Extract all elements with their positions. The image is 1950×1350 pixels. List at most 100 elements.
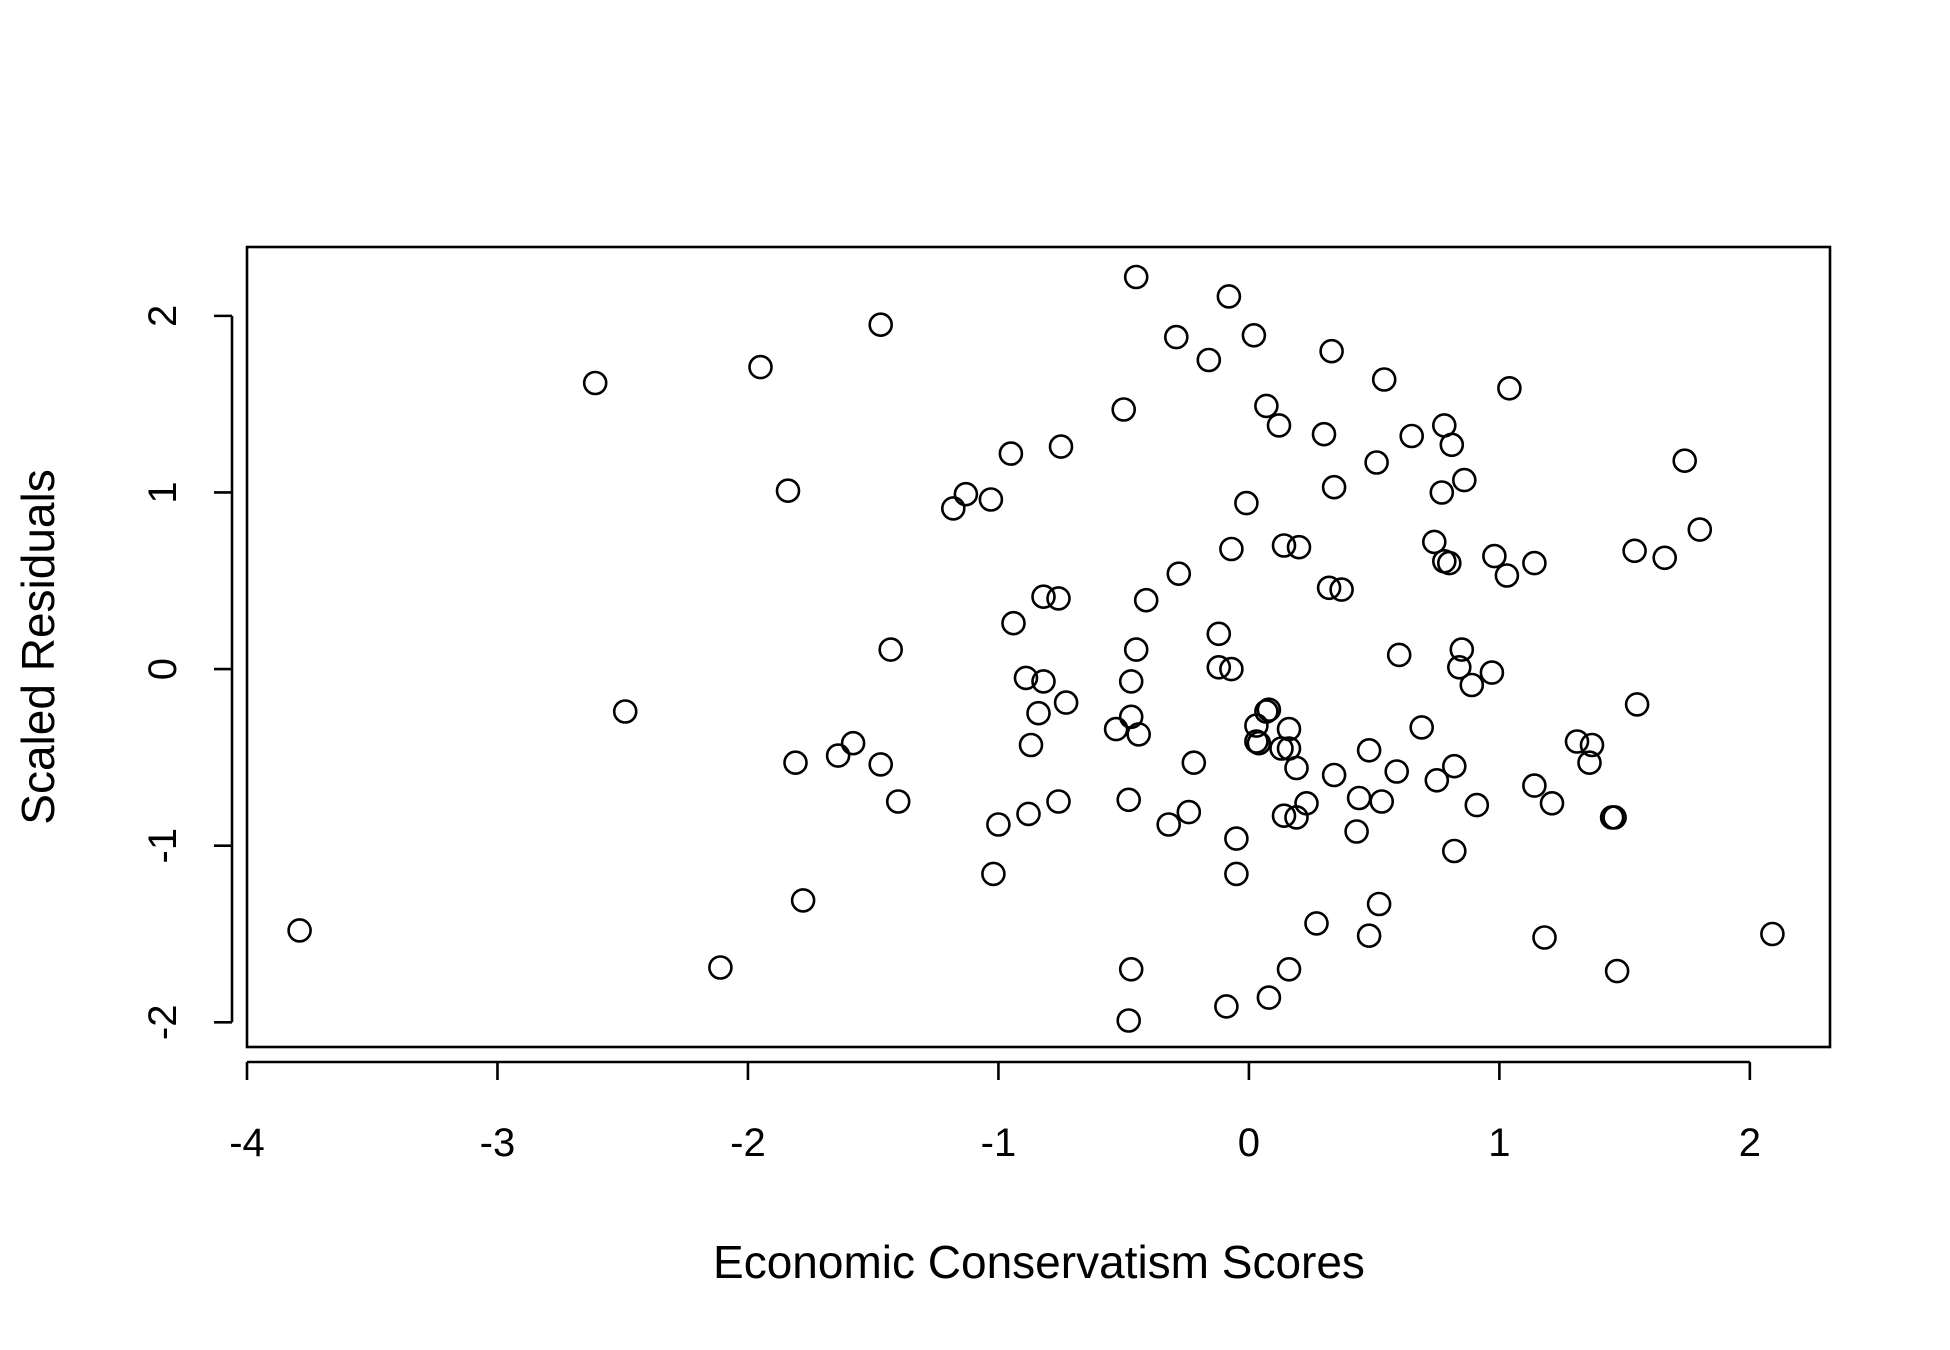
data-point-123 bbox=[1622, 538, 1647, 564]
data-point-43 bbox=[1164, 324, 1189, 350]
data-point-60 bbox=[1246, 730, 1272, 756]
data-point-78 bbox=[1316, 575, 1342, 601]
data-point-85 bbox=[1356, 737, 1382, 763]
data-point-102 bbox=[1442, 753, 1467, 779]
data-point-27 bbox=[1046, 586, 1071, 611]
data-point-21 bbox=[1013, 665, 1039, 691]
x-tick-label-2: -2 bbox=[730, 1121, 766, 1165]
data-point-96 bbox=[1424, 767, 1450, 793]
data-point-64 bbox=[1256, 985, 1282, 1010]
x-tick-label-4: 0 bbox=[1238, 1121, 1260, 1165]
x-axis-title: Economic Conservatism Scores bbox=[713, 1236, 1365, 1288]
data-point-77 bbox=[1311, 421, 1337, 447]
data-point-56 bbox=[1234, 490, 1259, 516]
data-point-79 bbox=[1319, 338, 1344, 364]
data-point-90 bbox=[1371, 367, 1397, 392]
data-point-38 bbox=[1123, 264, 1149, 290]
data-point-68 bbox=[1271, 803, 1297, 829]
data-point-25 bbox=[1031, 584, 1056, 610]
y-tick-label-4: 2 bbox=[141, 305, 185, 327]
data-point-24 bbox=[1026, 700, 1051, 726]
data-point-42 bbox=[1156, 812, 1181, 837]
x-tick-label-3: -1 bbox=[981, 1121, 1017, 1165]
data-point-86 bbox=[1356, 923, 1382, 949]
data-point-33 bbox=[1116, 787, 1141, 813]
data-point-124 bbox=[1624, 692, 1650, 717]
data-point-41 bbox=[1133, 587, 1159, 613]
x-tick-label-5: 1 bbox=[1488, 1121, 1510, 1165]
data-point-14 bbox=[940, 496, 966, 521]
data-point-113 bbox=[1522, 773, 1547, 798]
data-point-7 bbox=[790, 888, 816, 913]
data-point-93 bbox=[1399, 423, 1424, 449]
x-tick-label-1: -3 bbox=[480, 1121, 516, 1165]
data-point-9 bbox=[840, 730, 866, 756]
data-point-100 bbox=[1437, 550, 1462, 576]
data-point-59 bbox=[1244, 729, 1269, 754]
data-point-44 bbox=[1166, 561, 1192, 587]
data-point-30 bbox=[1053, 690, 1079, 715]
data-point-111 bbox=[1494, 563, 1520, 588]
data-point-118 bbox=[1577, 750, 1602, 776]
data-point-48 bbox=[1206, 621, 1232, 647]
data-point-119 bbox=[1579, 732, 1605, 758]
data-point-0 bbox=[287, 918, 312, 943]
data-point-11 bbox=[868, 752, 894, 777]
data-point-95 bbox=[1422, 529, 1447, 555]
data-point-126 bbox=[1672, 448, 1697, 474]
data-point-31 bbox=[1103, 716, 1129, 742]
data-point-32 bbox=[1111, 397, 1136, 422]
data-point-65 bbox=[1266, 413, 1292, 438]
data-point-82 bbox=[1329, 577, 1354, 602]
data-point-22 bbox=[1016, 801, 1041, 827]
data-point-28 bbox=[1046, 789, 1071, 814]
data-point-109 bbox=[1479, 660, 1505, 685]
data-point-121 bbox=[1602, 805, 1627, 830]
data-point-2 bbox=[612, 699, 638, 724]
data-point-51 bbox=[1216, 284, 1242, 309]
data-point-101 bbox=[1439, 432, 1465, 458]
data-point-87 bbox=[1364, 450, 1389, 475]
data-point-46 bbox=[1181, 750, 1207, 776]
data-point-108 bbox=[1464, 792, 1490, 818]
data-point-61 bbox=[1254, 393, 1279, 419]
data-point-67 bbox=[1271, 533, 1297, 558]
plot-frame bbox=[245, 245, 1832, 1049]
data-point-115 bbox=[1532, 925, 1557, 950]
data-point-116 bbox=[1539, 790, 1565, 816]
data-point-75 bbox=[1294, 790, 1319, 816]
data-point-80 bbox=[1321, 762, 1347, 788]
data-point-62 bbox=[1254, 699, 1279, 724]
data-point-122 bbox=[1604, 958, 1630, 984]
data-point-16 bbox=[978, 487, 1004, 512]
data-point-69 bbox=[1276, 716, 1302, 742]
data-point-10 bbox=[868, 312, 894, 338]
data-point-127 bbox=[1687, 517, 1713, 542]
data-point-34 bbox=[1118, 669, 1144, 694]
data-point-23 bbox=[1018, 732, 1044, 758]
data-point-53 bbox=[1219, 656, 1244, 682]
data-point-106 bbox=[1452, 467, 1477, 493]
data-point-73 bbox=[1284, 755, 1309, 781]
data-point-3 bbox=[708, 955, 733, 980]
data-point-76 bbox=[1304, 911, 1329, 936]
data-point-47 bbox=[1196, 347, 1222, 373]
data-point-36 bbox=[1118, 956, 1144, 982]
data-point-37 bbox=[1116, 1008, 1141, 1033]
data-point-15 bbox=[953, 481, 979, 507]
data-point-5 bbox=[775, 478, 801, 504]
data-point-39 bbox=[1123, 637, 1149, 662]
data-point-114 bbox=[1522, 550, 1547, 576]
y-tick-label-1: -1 bbox=[141, 828, 185, 864]
data-point-29 bbox=[1048, 434, 1074, 459]
data-point-55 bbox=[1224, 861, 1249, 887]
y-tick-label-3: 1 bbox=[141, 481, 185, 503]
data-point-26 bbox=[1031, 669, 1056, 694]
data-point-88 bbox=[1366, 891, 1392, 917]
data-point-1 bbox=[582, 370, 608, 396]
data-point-57 bbox=[1241, 322, 1267, 348]
data-point-19 bbox=[998, 441, 1024, 466]
data-point-49 bbox=[1206, 654, 1232, 680]
data-point-110 bbox=[1482, 543, 1507, 569]
